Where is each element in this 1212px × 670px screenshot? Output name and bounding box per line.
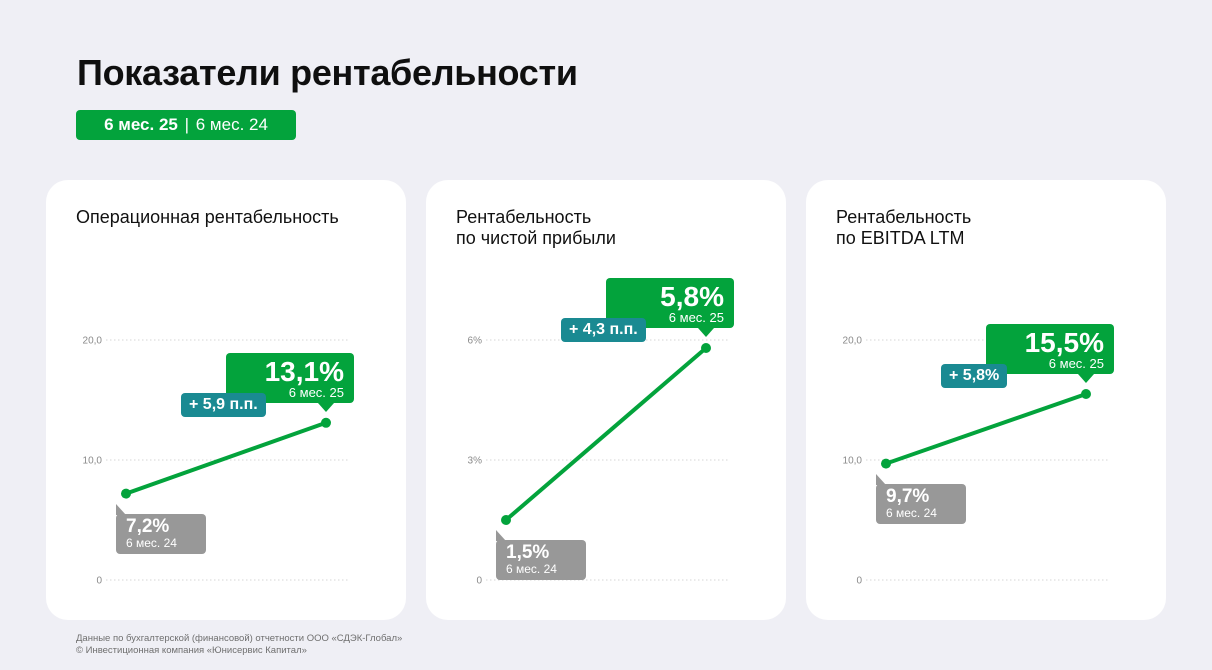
- data-point-previous: [121, 488, 131, 499]
- footer-copyright: © Инвестиционная компания «Юнисервис Кап…: [76, 645, 307, 656]
- series-line: [124, 420, 328, 496]
- previous-value-callout: 9,7% 6 мес. 24: [876, 483, 966, 524]
- data-point-current: [1081, 389, 1091, 399]
- chart-title: Операционная рентабельность: [76, 207, 339, 227]
- y-tick-label: 0: [856, 576, 862, 587]
- previous-period-label: 6 мес. 24: [506, 562, 557, 576]
- previous-value: 9,7%: [886, 485, 930, 507]
- previous-value: 7,2%: [126, 515, 170, 537]
- period-badge: 6 мес. 25 | 6 мес. 24: [76, 110, 296, 140]
- y-tick-label: 6%: [468, 336, 483, 347]
- y-tick-label: 0: [96, 576, 102, 587]
- data-point-previous: [881, 458, 891, 469]
- callout-pointer: [318, 402, 334, 412]
- previous-period-label: 6 мес. 24: [886, 505, 937, 520]
- current-period-label: 6 мес. 25: [668, 310, 724, 325]
- operating-margin-card: Операционная рентабельность 0 10,0 20,0 7,2…: [46, 180, 406, 620]
- chart-title: Рентабельность по чистой прибыли: [456, 207, 616, 248]
- line-chart: 0 3% 6%: [468, 336, 728, 587]
- callout-pointer: [1078, 374, 1094, 383]
- delta-badge: + 4,3 п.п.: [561, 318, 646, 342]
- data-point-previous: [501, 515, 511, 525]
- previous-value: 1,5%: [506, 542, 550, 563]
- net-margin-card: Рентабельность по чистой прибыли 0 3% 6% 1,…: [426, 180, 786, 620]
- current-value: 15,5%: [1024, 327, 1104, 358]
- data-point-current: [321, 417, 331, 428]
- line-chart: 0 10,0 20,0: [83, 336, 348, 587]
- previous-period-label: 6 мес. 24: [126, 535, 177, 550]
- current-value: 5,8%: [660, 281, 724, 312]
- series-line: [504, 346, 708, 522]
- data-point-current: [701, 343, 711, 353]
- current-value-callout: 15,5% 6 мес. 25: [986, 324, 1114, 374]
- period-previous: 6 мес. 24: [195, 115, 268, 134]
- callout-pointer: [698, 328, 714, 337]
- footer: Данные по бухгалтерской (финансовой) отч…: [76, 633, 402, 657]
- period-separator: |: [184, 115, 190, 134]
- y-tick-label: 20,0: [83, 336, 103, 347]
- previous-value-callout: 1,5% 6 мес. 24: [496, 540, 586, 580]
- delta-badge: + 5,9 п.п.: [181, 392, 266, 417]
- page-title: Показатели рентабельности: [77, 52, 578, 93]
- y-tick-label: 3%: [468, 456, 483, 467]
- current-value-callout: 13,1% 6 мес. 25: [226, 352, 354, 403]
- previous-value-callout: 7,2% 6 мес. 24: [116, 513, 206, 554]
- y-tick-label: 20,0: [843, 336, 863, 347]
- footer-source: Данные по бухгалтерской (финансовой) отч…: [76, 633, 403, 644]
- y-tick-label: 0: [476, 576, 482, 587]
- y-tick-label: 10,0: [83, 456, 103, 467]
- current-value: 13,1%: [264, 355, 344, 387]
- callout-pointer: [116, 503, 126, 515]
- current-period-label: 6 мес. 25: [1048, 356, 1104, 371]
- ebitda-margin-card: Рентабельность по EBITDA LTM 0 10,0 20,0 9,…: [806, 180, 1166, 620]
- line-chart: 0 10,0 20,0: [843, 336, 1108, 587]
- period-current: 6 мес. 25: [104, 115, 178, 134]
- callout-pointer: [876, 473, 886, 485]
- y-tick-label: 10,0: [843, 456, 863, 467]
- callout-pointer: [496, 530, 506, 541]
- series-line: [884, 392, 1088, 466]
- current-period-label: 6 мес. 25: [288, 384, 344, 400]
- chart-title: Рентабельность по EBITDA LTM: [836, 207, 972, 248]
- delta-badge: + 5,8%: [941, 364, 1008, 388]
